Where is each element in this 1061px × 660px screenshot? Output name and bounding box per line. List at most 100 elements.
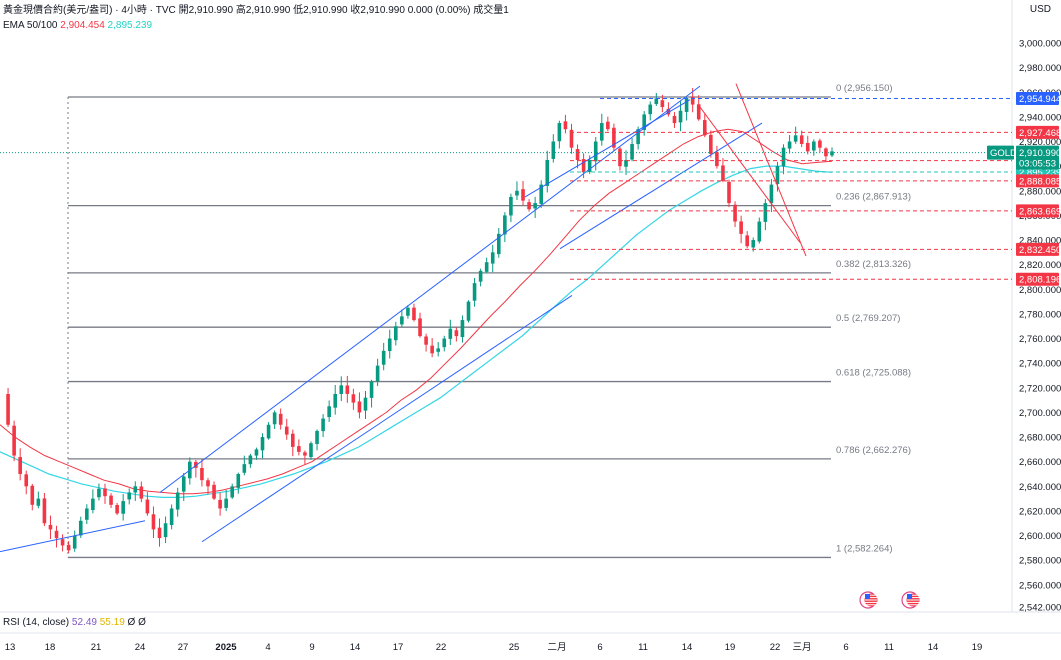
candle bbox=[163, 516, 168, 544]
x-tick-label: 21 bbox=[91, 642, 102, 653]
svg-text:2,808.196: 2,808.196 bbox=[1019, 275, 1061, 286]
time-axis[interactable]: 13 18 21 24 27 2025 4 9 14 17 22 25 二月 6 11 14 19 22 三月 6 11… bbox=[5, 642, 983, 653]
candle bbox=[418, 312, 422, 338]
price-tag: 2,888.085 bbox=[1016, 174, 1061, 188]
rsi-ma-value: 55.19 bbox=[99, 617, 125, 628]
x-tick-label: 24 bbox=[135, 642, 146, 653]
candle bbox=[309, 441, 313, 460]
ema-label[interactable]: EMA 50/100 bbox=[3, 20, 58, 31]
channel-mid-line[interactable] bbox=[559, 122, 763, 250]
currency-label[interactable]: USD bbox=[1029, 4, 1051, 15]
economic-events[interactable] bbox=[859, 591, 920, 609]
candle bbox=[812, 139, 816, 156]
support-line-left[interactable] bbox=[0, 520, 146, 553]
symbol-title[interactable]: 黃金現價合約(美元/盎司) · 4小時 · TVC bbox=[3, 5, 176, 16]
candle bbox=[115, 502, 119, 516]
fibonacci-retracement[interactable]: 0 (2,956.150) 0.236 (2,867.913) 0.382 (2,8… bbox=[67, 83, 911, 559]
candle bbox=[672, 112, 677, 129]
candle bbox=[109, 493, 113, 508]
y-tick-label: 2,580.000 bbox=[1019, 556, 1061, 567]
x-tick-label: 14 bbox=[350, 642, 361, 653]
candle bbox=[624, 150, 628, 175]
candle bbox=[484, 257, 489, 274]
trend-channels[interactable] bbox=[0, 83, 807, 553]
candle bbox=[406, 305, 410, 319]
ascending-channel-lower[interactable] bbox=[201, 295, 573, 543]
candle bbox=[678, 101, 683, 132]
fib-level-label: 0.786 (2,662.276) bbox=[836, 445, 911, 456]
svg-text:2,888.085: 2,888.085 bbox=[1019, 176, 1061, 187]
candle bbox=[709, 130, 713, 158]
x-tick-label: 9 bbox=[309, 642, 314, 653]
candle bbox=[448, 319, 453, 345]
candle bbox=[315, 429, 319, 451]
ema50-value: 2,904.454 bbox=[60, 20, 105, 31]
y-tick-label: 2,780.000 bbox=[1019, 309, 1061, 320]
candle bbox=[612, 123, 616, 152]
price-tag: 2,808.196 bbox=[1016, 272, 1061, 286]
candle bbox=[18, 448, 22, 481]
candle bbox=[321, 414, 325, 438]
y-tick-label: 2,640.000 bbox=[1019, 482, 1061, 493]
y-tick-label: 2,560.000 bbox=[1019, 580, 1061, 591]
candle bbox=[54, 525, 59, 548]
candle bbox=[121, 493, 125, 521]
channel-upper-extension[interactable] bbox=[524, 99, 691, 198]
candle bbox=[393, 321, 398, 346]
descending-line-upper[interactable] bbox=[735, 83, 807, 257]
candle bbox=[702, 113, 707, 138]
candle bbox=[248, 453, 253, 468]
y-tick-label: 2,760.000 bbox=[1019, 334, 1061, 345]
close-value: 2,910.990 bbox=[360, 5, 405, 16]
price-tag: 2,927.468 bbox=[1016, 125, 1061, 139]
ascending-channel-upper[interactable] bbox=[159, 85, 701, 493]
candle bbox=[454, 327, 459, 342]
descending-line-lower[interactable] bbox=[699, 106, 801, 243]
candle bbox=[715, 145, 719, 169]
candle bbox=[545, 150, 550, 193]
candle bbox=[242, 455, 247, 476]
svg-text:2,954.944: 2,954.944 bbox=[1019, 94, 1061, 105]
candle bbox=[763, 199, 768, 231]
candle bbox=[387, 329, 392, 359]
candle bbox=[333, 384, 338, 415]
candle bbox=[103, 483, 107, 504]
candle bbox=[739, 215, 743, 244]
rsi-label[interactable]: RSI (14, close) bbox=[3, 617, 70, 628]
high-label: 高 bbox=[235, 5, 246, 16]
candle bbox=[357, 392, 362, 419]
x-tick-label: 19 bbox=[972, 642, 983, 653]
candle bbox=[466, 300, 471, 323]
candle bbox=[206, 477, 210, 495]
candle bbox=[291, 429, 295, 457]
open-value: 2,910.990 bbox=[188, 5, 234, 16]
x-tick-label: 14 bbox=[928, 642, 939, 653]
candle bbox=[460, 315, 465, 343]
x-tick-label: 18 bbox=[45, 642, 56, 653]
candle bbox=[557, 120, 562, 149]
price-axis[interactable]: 3,000.0002,980.0002,960.0002,940.0002,92… bbox=[987, 39, 1061, 614]
x-tick-label: 22 bbox=[436, 642, 447, 653]
x-tick-label: 2025 bbox=[215, 642, 237, 653]
candle bbox=[436, 342, 441, 357]
candle bbox=[303, 450, 307, 465]
open-label: 開 bbox=[178, 5, 189, 16]
x-tick-label: 11 bbox=[638, 642, 648, 653]
high-value: 2,910.990 bbox=[245, 5, 291, 16]
candle bbox=[212, 481, 216, 501]
x-tick-label: 14 bbox=[682, 642, 693, 653]
candle bbox=[181, 472, 186, 502]
svg-text:2,895.239: 2,895.239 bbox=[1019, 168, 1061, 179]
candle bbox=[369, 379, 374, 408]
us-event-flag-icon[interactable] bbox=[859, 591, 878, 609]
candle bbox=[515, 181, 519, 201]
candle bbox=[139, 481, 144, 503]
candle bbox=[472, 277, 477, 307]
us-event-flag-icon[interactable] bbox=[901, 591, 920, 609]
close-label: 收 bbox=[350, 5, 361, 16]
candle bbox=[757, 217, 762, 244]
fib-level-label: 0.236 (2,867.913) bbox=[836, 192, 911, 203]
candle bbox=[345, 375, 350, 403]
